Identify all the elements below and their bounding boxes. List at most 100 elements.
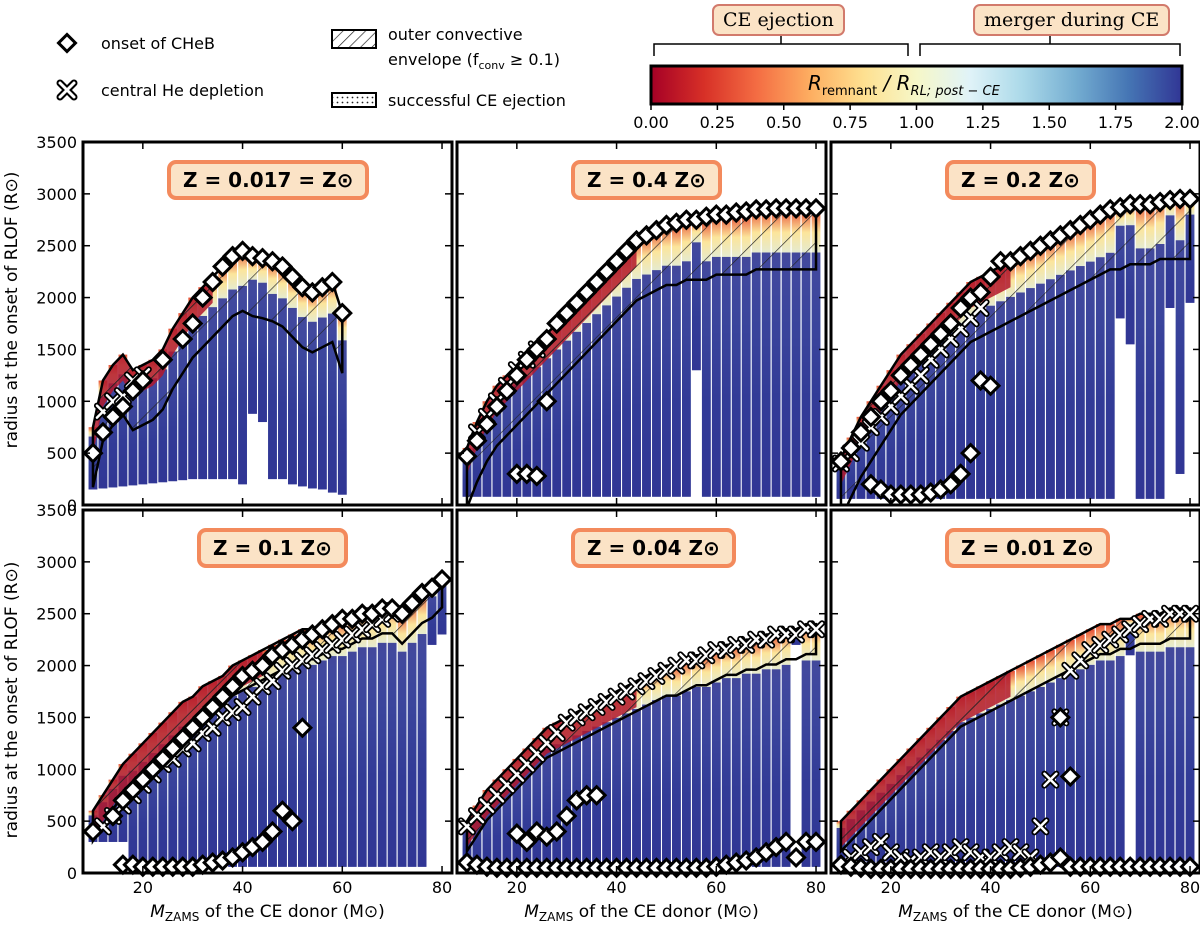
cheb-marker bbox=[586, 784, 608, 806]
panel-title: Z = 0.017 = Z⊙ bbox=[167, 160, 370, 200]
strip-base bbox=[926, 748, 936, 867]
strip-base bbox=[701, 261, 711, 497]
strip-base bbox=[522, 766, 532, 867]
strip-base bbox=[976, 713, 985, 867]
cheb-marker bbox=[536, 390, 558, 412]
cheb-marker bbox=[940, 312, 962, 335]
strip-base bbox=[691, 242, 701, 371]
y-tick-label: 3500 bbox=[36, 133, 77, 152]
cheb-marker bbox=[546, 820, 568, 843]
hedep-marker bbox=[991, 843, 1010, 862]
hedep-marker bbox=[1111, 625, 1130, 644]
strip-base bbox=[721, 678, 731, 867]
strip-base bbox=[1056, 274, 1065, 499]
strip-base bbox=[542, 358, 552, 497]
cheb-marker bbox=[172, 328, 194, 350]
strip-base bbox=[1006, 700, 1015, 867]
strip-base bbox=[652, 700, 661, 867]
legend-label-hedep: central He depletion bbox=[101, 81, 264, 100]
strip-base bbox=[1085, 664, 1095, 867]
colorbar-ticks: 0.00 0.25 0.50 0.75 1.00 1.25 1.50 1.75 2.00 bbox=[633, 104, 1200, 132]
hedep-marker bbox=[941, 843, 960, 862]
cheb-marker bbox=[969, 281, 992, 303]
hedep-marker bbox=[1041, 770, 1060, 789]
x-tick-label: 80 bbox=[432, 878, 452, 897]
strip-base bbox=[417, 634, 427, 867]
strip-base bbox=[532, 757, 542, 867]
strip-base bbox=[956, 722, 966, 867]
x-axis-label: MZAMS of the CE donor (M⊙) bbox=[898, 902, 1133, 924]
strip-base bbox=[1175, 240, 1185, 474]
panel-content bbox=[88, 574, 447, 867]
hedep-marker bbox=[637, 672, 656, 691]
legend-item-hedep: central He depletion bbox=[56, 79, 264, 101]
strip-base bbox=[522, 375, 532, 497]
panel-frame bbox=[81, 508, 454, 875]
y-axis-label-bottom: radius at the onset of RLOF (R⊙) bbox=[2, 562, 22, 839]
hedep-marker bbox=[1091, 635, 1110, 654]
y-tick-label: 2000 bbox=[36, 289, 77, 308]
legend-item-conv: outer convective envelope (fconv ≥ 0.1) bbox=[331, 25, 560, 72]
cheb-marker bbox=[1049, 706, 1071, 729]
strip-base bbox=[268, 293, 277, 480]
strip-base bbox=[492, 402, 502, 497]
strip-base bbox=[811, 252, 821, 497]
strip-base bbox=[672, 265, 681, 497]
cheb-marker bbox=[391, 603, 413, 625]
y-tick-label: 2000 bbox=[36, 657, 77, 676]
strip-base bbox=[512, 384, 522, 497]
cheb-marker bbox=[960, 442, 982, 464]
cheb-marker bbox=[805, 197, 827, 219]
hedep-marker bbox=[981, 848, 1000, 867]
cheb-marker bbox=[486, 395, 508, 418]
hedep-marker bbox=[567, 708, 586, 727]
cheb-marker bbox=[82, 442, 104, 464]
panel-frame bbox=[829, 508, 1200, 875]
strip-base bbox=[502, 783, 512, 867]
y-tick-label: 1500 bbox=[36, 340, 77, 359]
hedep-marker bbox=[657, 661, 676, 680]
strip-base bbox=[258, 282, 267, 423]
y-tick-label: 3500 bbox=[36, 501, 77, 520]
hedep-marker bbox=[931, 848, 950, 867]
panel-6: 20 40 60 80 MZAMS of the CE donor (M⊙) bbox=[829, 508, 1200, 924]
strip-base bbox=[268, 678, 277, 867]
strip-base bbox=[1095, 660, 1105, 867]
strip-base bbox=[691, 686, 701, 867]
strip-base bbox=[407, 642, 417, 867]
hedep-marker bbox=[807, 620, 826, 639]
strip-base bbox=[128, 770, 138, 867]
strip-base bbox=[582, 323, 592, 497]
cheb-marker bbox=[271, 255, 294, 278]
strip-base bbox=[552, 744, 562, 867]
cheb-marker bbox=[1059, 765, 1081, 788]
strip-base bbox=[1135, 248, 1145, 499]
strip-base bbox=[288, 307, 297, 485]
strip-base bbox=[701, 686, 711, 867]
cheb-marker bbox=[281, 810, 304, 832]
panel-5: 20 40 60 80 MZAMS of the CE donor (M⊙) bbox=[455, 508, 828, 924]
colorbar-tick-label: 0.00 bbox=[633, 113, 669, 132]
y-tick-label: 2500 bbox=[36, 237, 77, 256]
strip-base bbox=[711, 682, 721, 867]
cheb-marker bbox=[940, 473, 962, 495]
strip-base bbox=[1065, 270, 1075, 499]
hedep-marker bbox=[627, 677, 646, 696]
strip-base bbox=[1046, 279, 1055, 499]
strip-base bbox=[1125, 225, 1135, 345]
cheb-marker bbox=[496, 380, 518, 402]
strip-base bbox=[248, 279, 257, 414]
cheb-marker bbox=[1049, 846, 1071, 869]
strip-base bbox=[662, 695, 671, 867]
cheb-marker bbox=[331, 302, 353, 324]
cheb-marker bbox=[605, 250, 628, 272]
colorbar-tick-label: 0.75 bbox=[832, 113, 868, 132]
strip-base bbox=[168, 735, 178, 867]
legend-label-ceeject: successful CE ejection bbox=[388, 91, 566, 110]
panel-frame bbox=[455, 508, 828, 875]
cheb-marker bbox=[456, 445, 478, 467]
hedep-marker bbox=[223, 703, 242, 722]
strip-base bbox=[218, 298, 227, 480]
strip-base bbox=[1165, 215, 1175, 308]
hedep-marker bbox=[293, 651, 312, 670]
